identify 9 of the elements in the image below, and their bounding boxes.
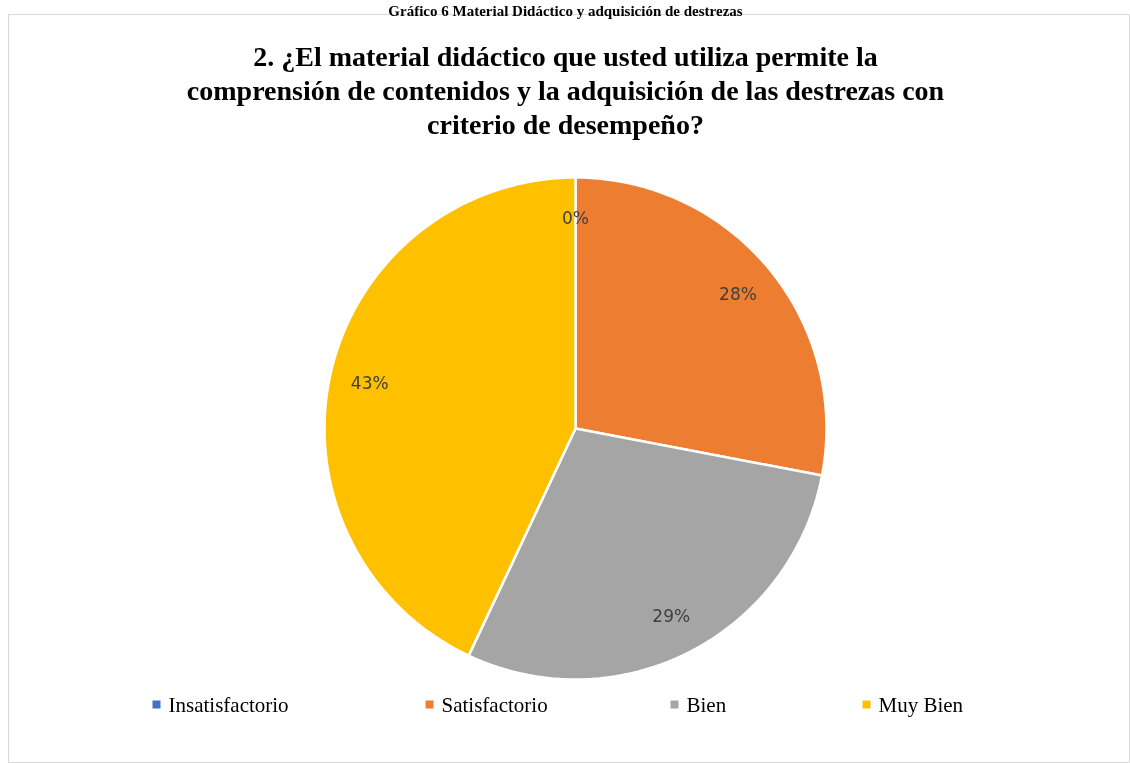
legend-label: Muy Bien [878,692,964,717]
legend-label: Insatisfactorio [168,692,289,717]
legend-label: Bien [686,692,727,717]
text: Gráfico 6 Material Didáctico y adquisición de destrezas [388,2,743,19]
data-label: 28% [719,284,757,305]
data-label: 43% [350,372,389,393]
legend-label: Satisfactorio [441,692,548,717]
chart-title: 2. ¿El material didáctico que usted utiliza permite la comprensión de contenidos y la adquisición de las destrezas con criterio de desempeño? [186,40,945,140]
data-label: 29% [652,606,691,627]
